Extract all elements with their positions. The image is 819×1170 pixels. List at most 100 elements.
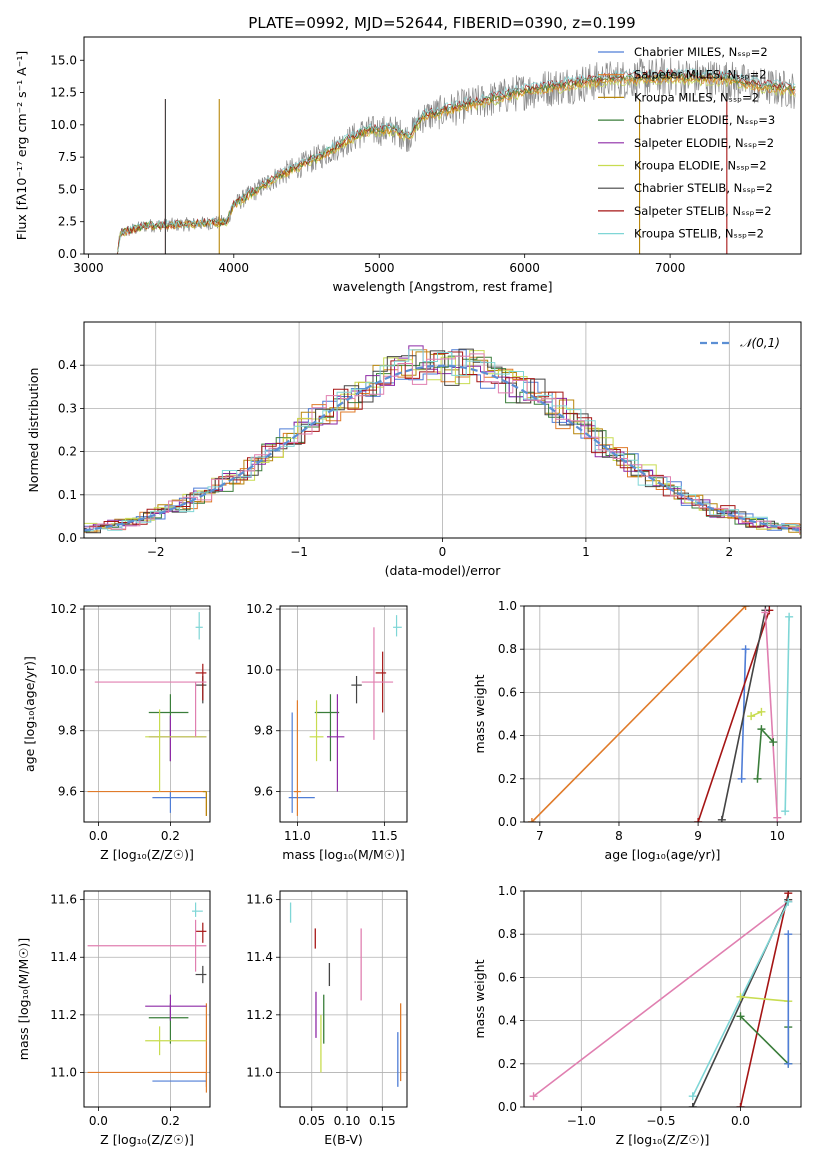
error-point bbox=[195, 612, 203, 640]
weight-line bbox=[531, 606, 747, 822]
legend-label: Salpeter STELIB, Nₛₛₚ=2 bbox=[634, 204, 772, 218]
legend-label: Salpeter ELODIE, Nₛₛₚ=2 bbox=[634, 136, 774, 150]
x-tick-label: 0.10 bbox=[334, 1114, 361, 1128]
y-tick-label: 2.5 bbox=[58, 215, 77, 229]
error-point bbox=[152, 1072, 207, 1087]
mass_vs_ebv-frame bbox=[279, 890, 408, 1108]
x-tick-label: −2 bbox=[147, 545, 165, 559]
y-tick-label: 0.4 bbox=[498, 729, 517, 743]
weight-marker bbox=[736, 992, 745, 1001]
y-tick-label: 11.4 bbox=[246, 950, 273, 964]
y-tick-label: 0.2 bbox=[58, 445, 77, 459]
y-tick-label: 11.2 bbox=[246, 1008, 273, 1022]
error-point bbox=[314, 694, 340, 762]
y-tick-label: 7.5 bbox=[58, 150, 77, 164]
weight-marker bbox=[717, 815, 726, 822]
weight-line bbox=[739, 893, 790, 1107]
x-tick-label: 0.0 bbox=[89, 1114, 108, 1128]
y-tick-label: 11.2 bbox=[50, 1008, 77, 1022]
weight-series bbox=[527, 606, 750, 822]
weight-line bbox=[739, 1015, 790, 1066]
residuals-legend: 𝒩(0,1) bbox=[700, 336, 780, 350]
x-axis-label: Z [log₁₀(Z/Z☉)] bbox=[100, 847, 194, 862]
error-point bbox=[361, 627, 394, 740]
y-tick-label: 5.0 bbox=[58, 182, 77, 196]
weight-series bbox=[747, 707, 766, 721]
weight-marker bbox=[688, 1103, 697, 1107]
error-point bbox=[192, 902, 203, 917]
weight-marker bbox=[747, 712, 756, 721]
y-tick-label: 9.8 bbox=[254, 724, 273, 738]
x-tick-label: 0.2 bbox=[161, 829, 180, 843]
error-point bbox=[148, 1003, 189, 1044]
residuals-plot-area bbox=[84, 345, 801, 535]
x-tick-label: 0.05 bbox=[298, 1114, 325, 1128]
x-tick-label: 6000 bbox=[509, 261, 540, 275]
weight-marker bbox=[757, 707, 766, 716]
x-tick-label: 0.0 bbox=[731, 1114, 750, 1128]
y-tick-label: 0.0 bbox=[58, 531, 77, 545]
weight-series bbox=[753, 725, 778, 783]
x-tick-label: 11.0 bbox=[284, 829, 311, 843]
weight_vs_Z-plot-area bbox=[529, 891, 793, 1107]
y-axis-label: mass weight bbox=[472, 959, 487, 1038]
x-axis-label: wavelength [Angstrom, rest frame] bbox=[332, 279, 552, 294]
x-axis-label: Z [log₁₀(Z/Z☉)] bbox=[616, 1132, 710, 1147]
y-tick-label: 0.3 bbox=[58, 401, 77, 415]
y-tick-label: 0.0 bbox=[498, 815, 517, 829]
y-tick-label: 10.2 bbox=[246, 602, 273, 616]
weight_vs_age-frame bbox=[523, 605, 802, 823]
weight-marker bbox=[741, 606, 750, 610]
x-tick-label: 9 bbox=[694, 829, 702, 843]
x-axis-label: (data-model)/error bbox=[385, 563, 502, 578]
y-tick-label: 0.1 bbox=[58, 488, 77, 502]
error-point bbox=[351, 675, 362, 704]
weight-marker bbox=[694, 818, 703, 822]
residuals-frame bbox=[83, 321, 802, 539]
error-point bbox=[195, 965, 207, 984]
residual-histogram bbox=[84, 355, 801, 532]
weight-marker bbox=[529, 1092, 538, 1101]
y-tick-label: 9.8 bbox=[58, 724, 77, 738]
legend-label: 𝒩(0,1) bbox=[740, 336, 780, 350]
x-tick-label: −1.0 bbox=[567, 1114, 596, 1128]
weight-marker bbox=[741, 645, 750, 654]
age_vs_mass-axes: 11.0 11.5 9.6 9.8 10.0 10.2 mass [log₁₀(M/M☉)] bbox=[246, 602, 407, 862]
y-axis-label: Normed distribution bbox=[26, 368, 41, 493]
y-tick-label: 0.4 bbox=[58, 358, 77, 372]
y-tick-label: 1.0 bbox=[498, 599, 517, 613]
weight-marker bbox=[736, 1103, 745, 1107]
weight_vs_age-axes: 7 8 9 10 0.0 0.2 0.4 0.6 0.8 1.0 age [log₁₀(age/yr… bbox=[472, 599, 801, 862]
y-tick-label: 0.2 bbox=[498, 1057, 517, 1071]
error-point bbox=[202, 790, 207, 816]
weight-marker bbox=[736, 1012, 745, 1021]
weight-marker bbox=[737, 774, 746, 783]
x-tick-label: 3000 bbox=[73, 261, 104, 275]
x-tick-label: 10 bbox=[770, 829, 785, 843]
y-tick-label: 15.0 bbox=[50, 53, 77, 67]
weight-marker bbox=[781, 807, 790, 816]
y-tick-label: 10.0 bbox=[50, 663, 77, 677]
y-tick-label: 0.6 bbox=[498, 685, 517, 699]
weight-marker bbox=[753, 774, 762, 783]
weight_vs_age-plot-area bbox=[527, 606, 794, 822]
spectrum-legend: Chabrier MILES, Nₛₛₚ=2 Salpeter MILES, Nₛ… bbox=[598, 45, 775, 241]
x-tick-label: 5000 bbox=[364, 261, 395, 275]
y-tick-label: 1.0 bbox=[498, 884, 517, 898]
y-tick-label: 11.6 bbox=[246, 893, 273, 907]
model-spectrum bbox=[117, 67, 796, 253]
mass_vs_Z-frame bbox=[83, 890, 211, 1108]
y-tick-label: 10.2 bbox=[50, 602, 77, 616]
y-tick-label: 11.4 bbox=[50, 950, 77, 964]
x-tick-label: 1 bbox=[582, 545, 590, 559]
weight-marker bbox=[769, 738, 778, 747]
legend-label: Kroupa MILES, Nₛₛₚ=2 bbox=[634, 90, 759, 104]
y-tick-label: 10.0 bbox=[246, 663, 273, 677]
weight-marker bbox=[688, 1092, 697, 1101]
y-tick-label: 9.6 bbox=[58, 785, 77, 799]
weight-series bbox=[781, 612, 794, 816]
legend-label: Chabrier MILES, Nₛₛₚ=2 bbox=[634, 45, 768, 59]
mass_vs_Z-plot-area bbox=[87, 902, 207, 1093]
y-tick-label: 9.6 bbox=[254, 785, 273, 799]
weight-series bbox=[694, 606, 774, 822]
